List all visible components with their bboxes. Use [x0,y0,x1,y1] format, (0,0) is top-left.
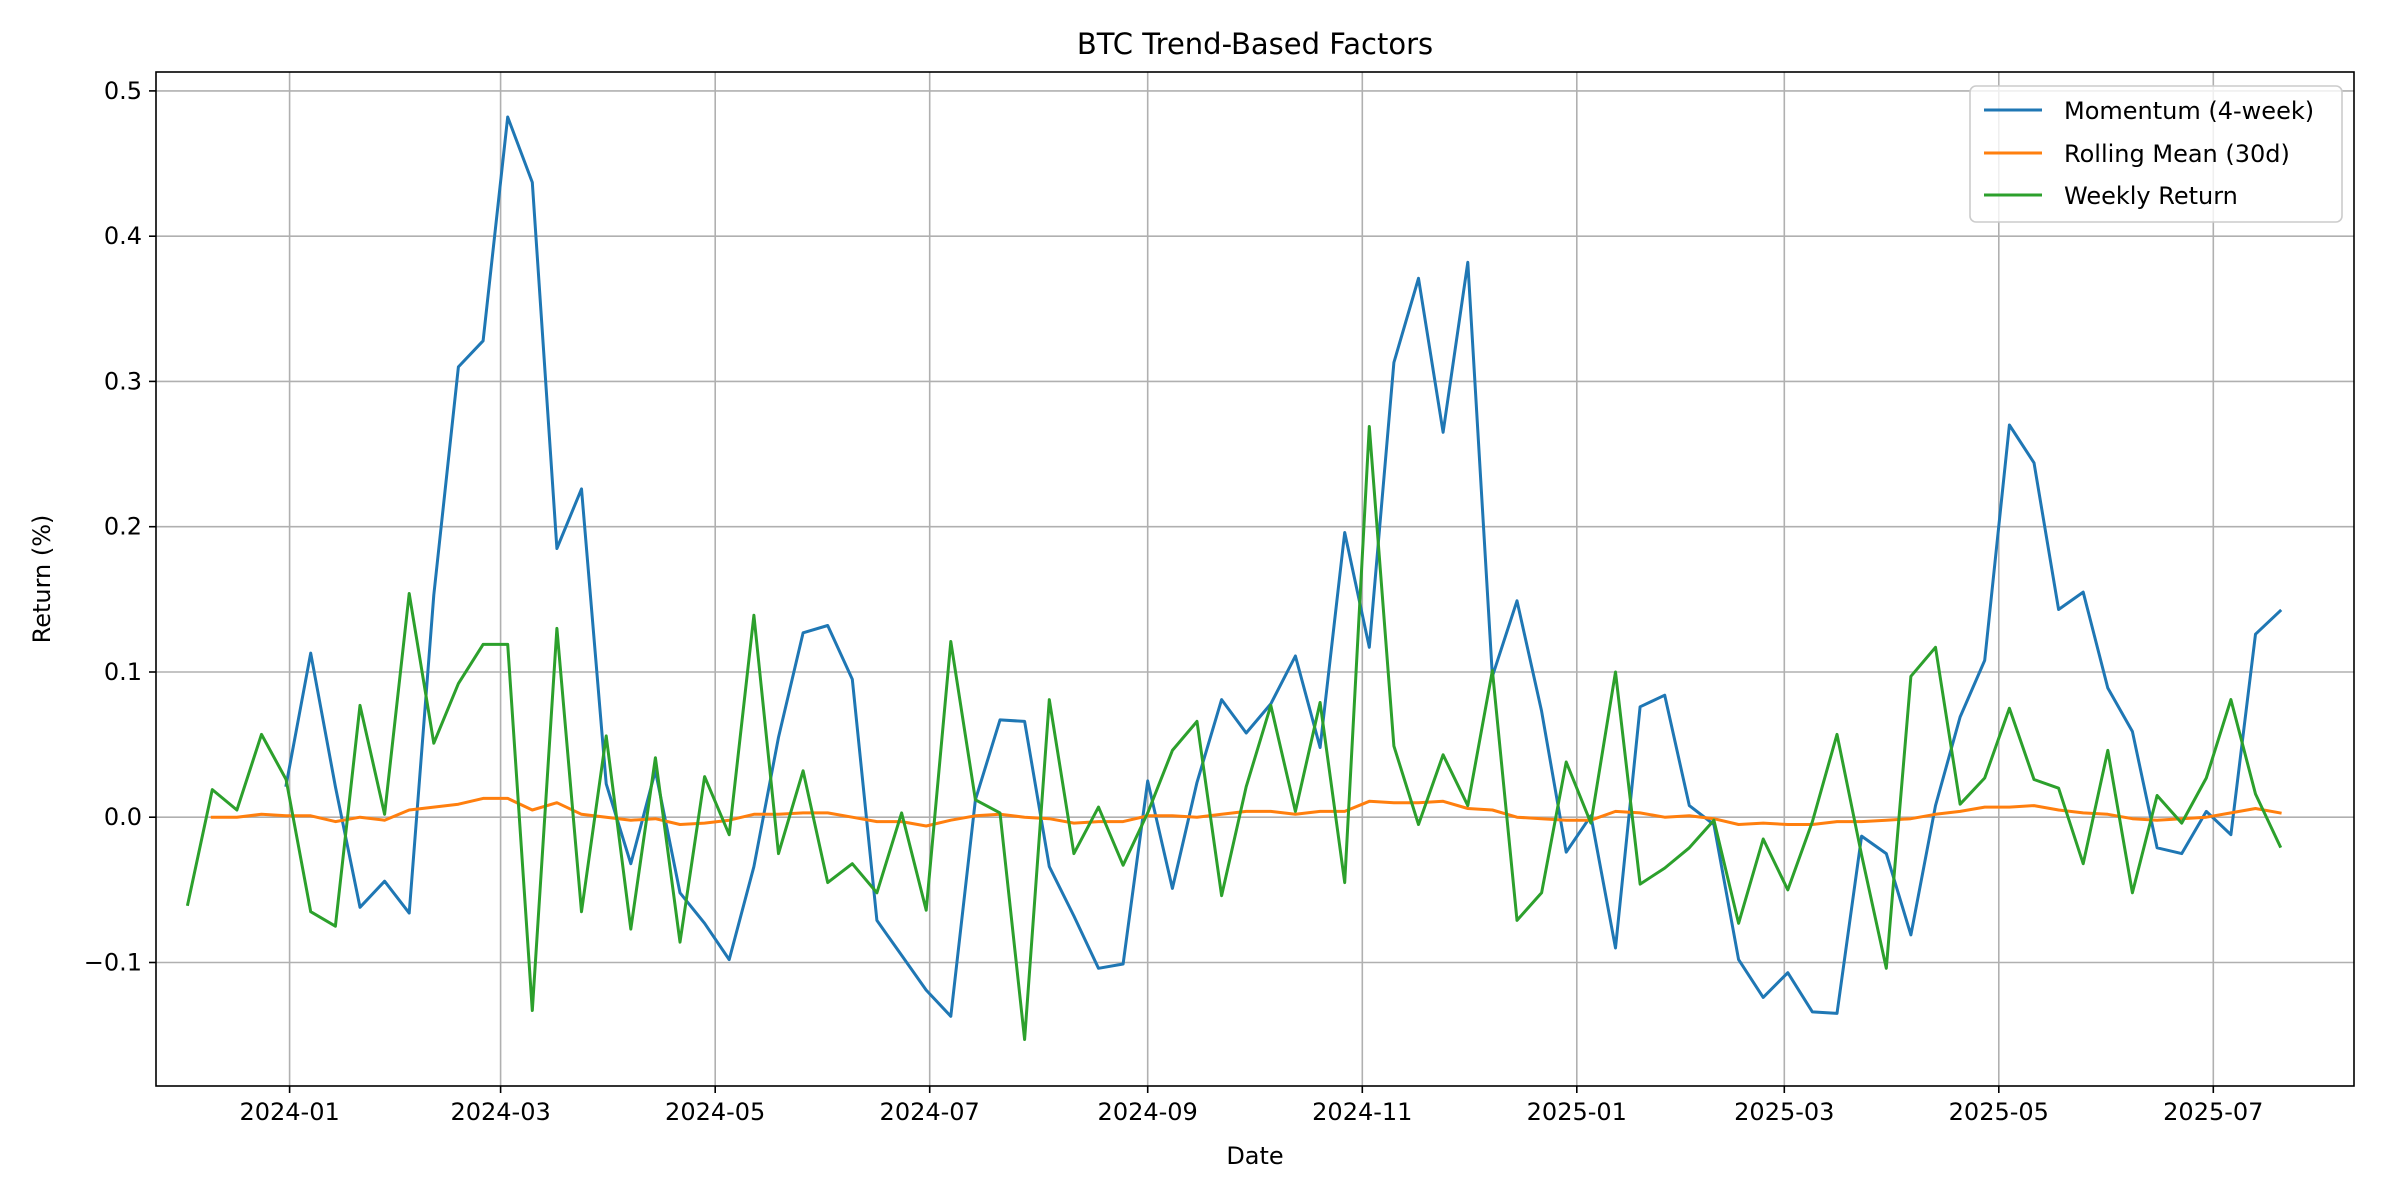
x-tick-label: 2024-09 [1098,1098,1198,1126]
x-tick-label: 2025-01 [1527,1098,1627,1126]
x-axis-title: Date [1226,1142,1283,1170]
x-tick-label: 2024-11 [1312,1098,1412,1126]
legend-label-momentum: Momentum (4-week) [2064,97,2314,125]
plot-area-frame [155,71,2355,1087]
series-line-rolling-mean-30d [210,796,2282,828]
y-tick-label: 0.5 [104,77,142,105]
legend-label-weekly-return: Weekly Return [2064,182,2238,210]
y-tick-label: 0.2 [104,513,142,541]
x-tick-label: 2025-05 [1949,1098,2049,1126]
series-lines [185,115,2283,1041]
x-tick-label: 2025-07 [2163,1098,2263,1126]
y-axis-ticks: −0.1 0.0 0.1 0.2 0.3 0.4 0.5 [84,77,156,977]
gridlines [156,72,2354,1086]
y-axis-title: Return (%) [28,515,56,644]
x-tick-label: 2024-03 [450,1098,550,1126]
legend-label-rolling-mean: Rolling Mean (30d) [2064,140,2290,168]
series-line-weekly-return [185,425,2283,1041]
x-tick-label: 2025-03 [1734,1098,1834,1126]
y-tick-label: 0.4 [104,222,142,250]
chart-title: BTC Trend-Based Factors [1077,27,1433,61]
x-tick-label: 2024-07 [880,1098,980,1126]
legend-box [1969,85,2343,223]
legend: Momentum (4-week) Rolling Mean (30d) Wee… [1969,85,2343,223]
y-tick-label: 0.0 [104,803,142,831]
x-tick-label: 2024-01 [239,1098,339,1126]
x-axis-ticks: 2024-01 2024-03 2024-05 2024-07 2024-09 2024-… [239,1086,2263,1126]
y-tick-label: 0.1 [104,658,142,686]
y-tick-label: 0.3 [104,367,142,395]
x-tick-label: 2024-05 [665,1098,765,1126]
y-tick-label: −0.1 [84,949,142,977]
